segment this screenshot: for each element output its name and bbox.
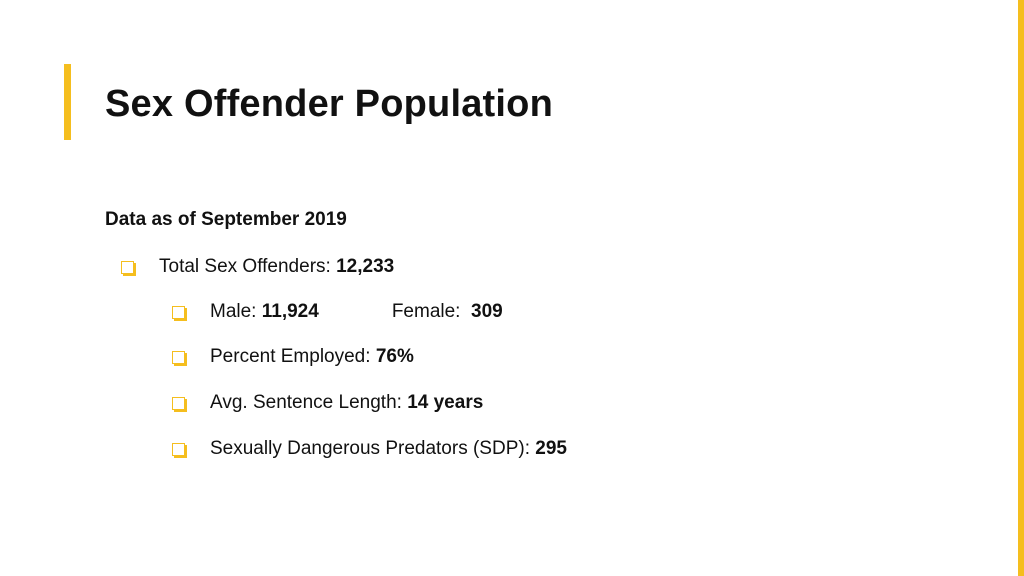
right-edge-stripe bbox=[1018, 0, 1024, 576]
sentence-label: Avg. Sentence Length: bbox=[210, 392, 402, 413]
employed-value: 76% bbox=[375, 346, 414, 367]
bullet-total-offenders: Total Sex Offenders: 12,233 bbox=[121, 253, 394, 281]
slide-title: Sex Offender Population bbox=[105, 83, 553, 125]
male-label: Male: bbox=[210, 301, 257, 322]
male-value: 11,924 bbox=[261, 301, 319, 322]
checkbox-square-icon bbox=[172, 396, 185, 410]
data-date-subtitle: Data as of September 2019 bbox=[105, 209, 347, 230]
bullet-sdp: Sexually Dangerous Predators (SDP): 295 bbox=[172, 435, 567, 463]
employed-label: Percent Employed: bbox=[210, 346, 371, 367]
bullet-sentence-length: Avg. Sentence Length: 14 years bbox=[172, 389, 483, 417]
female-group: Female: 309 bbox=[392, 298, 503, 326]
checkbox-square-icon bbox=[172, 442, 185, 456]
sdp-label: Sexually Dangerous Predators (SDP): bbox=[210, 438, 530, 459]
total-offenders-value: 12,233 bbox=[336, 256, 395, 277]
title-accent-bar bbox=[64, 64, 71, 140]
sentence-value: 14 years bbox=[407, 392, 484, 413]
total-offenders-label: Total Sex Offenders: bbox=[159, 256, 331, 277]
checkbox-square-icon bbox=[172, 350, 185, 364]
sdp-value: 295 bbox=[535, 438, 567, 459]
bullet-percent-employed: Percent Employed: 76% bbox=[172, 343, 414, 371]
checkbox-square-icon bbox=[172, 305, 185, 319]
checkbox-square-icon bbox=[121, 260, 134, 274]
female-value: 309 bbox=[471, 301, 503, 322]
bullet-male-female: Male: 11,924 Female: 309 bbox=[172, 298, 503, 326]
female-label: Female: bbox=[391, 301, 466, 322]
